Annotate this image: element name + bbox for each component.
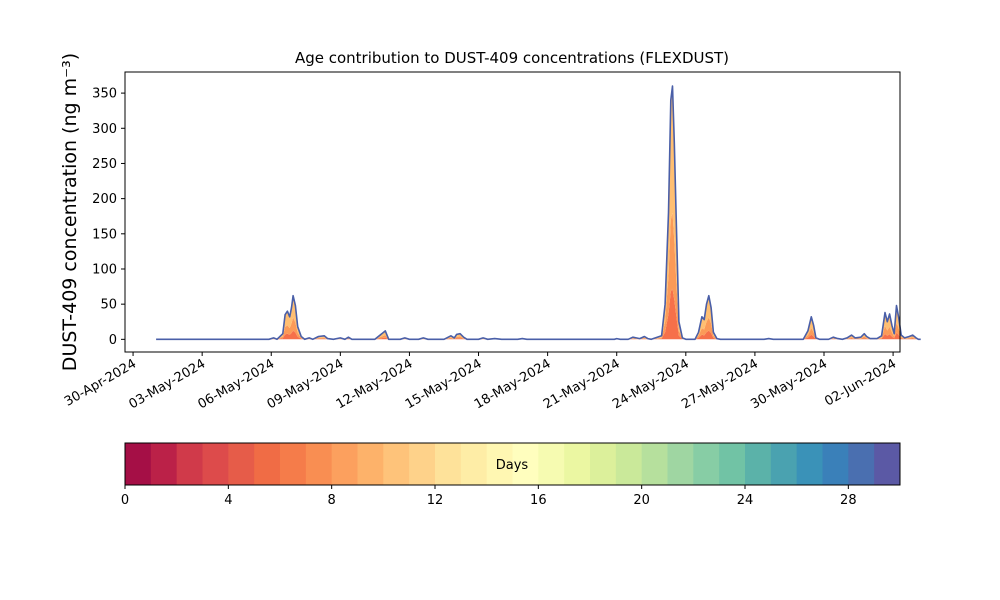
- colorbar-swatch: [305, 443, 333, 485]
- colorbar-swatch: [770, 443, 798, 485]
- colorbar-swatch: [435, 443, 462, 485]
- colorbar-swatch: [719, 443, 746, 485]
- x-tick-label: 18-May-2024: [472, 356, 554, 412]
- series-lines: [156, 85, 921, 341]
- colorbar-swatch: [796, 443, 823, 485]
- colorbar-tick-label: 8: [328, 493, 336, 508]
- colorbar-swatch: [460, 443, 488, 485]
- colorbar-tick-label: 28: [840, 493, 857, 508]
- colorbar-swatch: [615, 443, 643, 485]
- y-axis-label: DUST-409 concentration (ng m⁻³): [59, 53, 81, 371]
- colorbar-swatch: [564, 443, 591, 485]
- colorbar-frame: [124, 442, 901, 486]
- colorbar-swatch: [512, 443, 539, 485]
- y-tick-label: 250: [92, 157, 117, 172]
- chart-title: Age contribution to DUST-409 concentrati…: [295, 49, 729, 67]
- colorbar-swatch: [357, 443, 384, 485]
- colorbar-swatch: [538, 443, 565, 485]
- x-tick-label: 30-May-2024: [748, 356, 830, 412]
- age-fill-0: [156, 288, 921, 340]
- colorbar-swatch: [590, 443, 617, 485]
- plot-frame: [124, 71, 901, 353]
- colorbar-swatch: [409, 443, 436, 485]
- x-tick-label: 12-May-2024: [334, 356, 416, 412]
- series-line-0: [156, 85, 921, 341]
- colorbar: Days 0 4 8 12 16 20 24 28: [121, 442, 901, 508]
- colorbar-swatch: [822, 443, 849, 485]
- colorbar-swatch: [254, 443, 281, 485]
- colorbar-swatch: [280, 443, 307, 485]
- x-tick-label: 24-May-2024: [610, 356, 692, 412]
- y-tick-label: 0: [109, 333, 117, 348]
- y-tick-label: 200: [92, 192, 117, 207]
- y-tick-label: 350: [92, 87, 117, 102]
- x-tick-label: 06-May-2024: [196, 356, 278, 412]
- colorbar-swatch: [176, 443, 203, 485]
- colorbar-swatch: [202, 443, 229, 485]
- colorbar-swatch: [667, 443, 694, 485]
- colorbar-swatch: [874, 443, 901, 485]
- x-tick-label: 03-May-2024: [127, 356, 209, 412]
- colorbar-swatch: [486, 443, 513, 485]
- x-tick-label: 15-May-2024: [403, 356, 485, 412]
- colorbar-swatch: [331, 443, 358, 485]
- colorbar-tick-label: 12: [427, 493, 444, 508]
- colorbar-swatch: [745, 443, 772, 485]
- age-fill-2: [156, 86, 921, 340]
- y-tick-label: 100: [92, 262, 117, 277]
- x-tick-label: 21-May-2024: [541, 356, 623, 412]
- x-tick-label: 09-May-2024: [265, 356, 347, 412]
- y-tick-label: 150: [92, 227, 117, 242]
- age-fill-1: [156, 212, 921, 340]
- colorbar-swatch: [693, 443, 720, 485]
- colorbar-swatch: [848, 443, 875, 485]
- colorbar-ticks: 0 4 8 12 16 20 24 28: [121, 485, 857, 508]
- y-tick-label: 50: [100, 298, 117, 313]
- y-axis: 0 50 100 150 200 250 300 350: [92, 87, 125, 348]
- x-tick-label: 27-May-2024: [679, 356, 761, 412]
- colorbar-swatch: [641, 443, 668, 485]
- age-contribution-fills: [156, 86, 921, 340]
- colorbar-swatch: [228, 443, 255, 485]
- colorbar-swatches: [125, 443, 901, 485]
- colorbar-tick-label: 16: [530, 493, 547, 508]
- colorbar-swatch: [125, 443, 152, 485]
- x-tick-label: 02-Jun-2024: [822, 356, 899, 409]
- y-tick-label: 300: [92, 122, 117, 137]
- colorbar-swatch: [150, 443, 178, 485]
- colorbar-tick-label: 4: [224, 493, 232, 508]
- colorbar-tick-label: 20: [633, 493, 650, 508]
- x-axis: 30-Apr-202403-May-202406-May-202409-May-…: [62, 352, 899, 412]
- plot-area: [124, 71, 921, 353]
- colorbar-tick-label: 0: [121, 493, 129, 508]
- colorbar-swatch: [383, 443, 410, 485]
- colorbar-tick-label: 24: [737, 493, 754, 508]
- colorbar-label: Days: [496, 458, 529, 473]
